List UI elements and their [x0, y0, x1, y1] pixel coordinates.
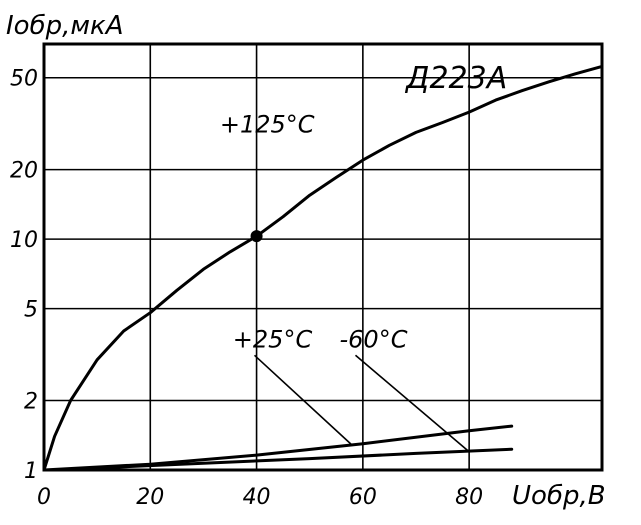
- tick-labels: 0 20 40 60 80 1 2 5 10 20 50: [10, 67, 483, 510]
- y-tick-label: 20: [10, 159, 38, 184]
- x-tick-label: 80: [455, 485, 483, 510]
- curve-label: +25°C: [233, 325, 313, 353]
- grid: [44, 44, 602, 470]
- x-tick-label: 60: [349, 485, 377, 510]
- y-tick-label: 10: [10, 228, 38, 253]
- curve-label: +125°C: [220, 110, 315, 138]
- x-tick-label: 20: [136, 485, 164, 510]
- point-markers: [250, 230, 263, 243]
- x-tick-label: 0: [37, 485, 51, 510]
- series-line-125c: [42, 64, 604, 472]
- y-tick-label: 5: [24, 298, 38, 323]
- leader-line: [253, 354, 353, 446]
- curves: [42, 64, 604, 472]
- y-axis-label: Iобр,мкА: [6, 11, 123, 41]
- y-tick-label: 50: [10, 67, 38, 92]
- leader-lines: [253, 354, 470, 453]
- x-tick-label: 40: [243, 485, 271, 510]
- data-point-marker: [250, 230, 263, 243]
- x-axis-label: Uобр,В: [512, 481, 606, 511]
- curve-label: -60°C: [340, 325, 408, 353]
- y-tick-label: 1: [24, 459, 38, 484]
- y-tick-label: 2: [24, 389, 38, 414]
- series-line-60c: [95, 447, 514, 470]
- series-line-25c: [42, 424, 514, 472]
- device-title: Д223А: [404, 61, 507, 96]
- plot-frame: [42, 42, 604, 472]
- leader-line: [354, 354, 470, 453]
- curve-labels: +125°C +25°C -60°C: [220, 110, 408, 353]
